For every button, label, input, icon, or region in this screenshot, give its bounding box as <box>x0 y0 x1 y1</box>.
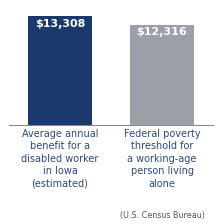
Text: (U.S. Census Bureau): (U.S. Census Bureau) <box>120 211 204 220</box>
Text: Average annual
benefit for a
disabled worker
in Iowa
(estimated): Average annual benefit for a disabled wo… <box>21 129 99 189</box>
Text: $12,316: $12,316 <box>137 27 187 37</box>
Text: Federal poverty
threshold for
a working-age
person living
alone: Federal poverty threshold for a working-… <box>124 129 200 189</box>
Bar <box>130 25 194 125</box>
Text: $13,308: $13,308 <box>35 19 85 29</box>
Bar <box>28 17 92 125</box>
